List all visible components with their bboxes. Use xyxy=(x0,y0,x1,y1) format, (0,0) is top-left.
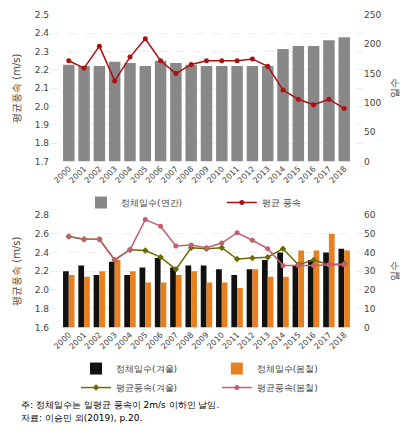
svg-text:2.5: 2.5 xyxy=(35,10,49,20)
svg-text:정체일수(연간): 정체일수(연간) xyxy=(121,198,182,208)
svg-text:40: 40 xyxy=(364,248,376,258)
svg-text:250: 250 xyxy=(364,10,381,20)
svg-text:2015: 2015 xyxy=(282,164,303,185)
svg-text:2014: 2014 xyxy=(266,164,287,185)
svg-text:2018: 2018 xyxy=(328,330,349,351)
svg-text:2009: 2009 xyxy=(190,164,211,185)
svg-text:100: 100 xyxy=(364,98,381,108)
svg-text:2.4: 2.4 xyxy=(35,248,50,258)
svg-text:2004: 2004 xyxy=(113,330,134,351)
svg-text:200: 200 xyxy=(364,39,381,49)
svg-text:2016: 2016 xyxy=(297,164,318,185)
svg-text:0: 0 xyxy=(364,157,370,167)
svg-text:2000: 2000 xyxy=(52,330,73,351)
svg-text:2001: 2001 xyxy=(68,330,89,351)
svg-text:2004: 2004 xyxy=(113,164,134,185)
svg-text:2002: 2002 xyxy=(83,164,104,185)
svg-text:평균풍속(겨울): 평균풍속(겨울) xyxy=(116,383,177,393)
svg-text:0: 0 xyxy=(364,323,370,333)
svg-text:2005: 2005 xyxy=(129,330,150,351)
svg-text:2003: 2003 xyxy=(98,330,119,351)
svg-text:2003: 2003 xyxy=(98,164,119,185)
svg-text:평균풍속 (m/s): 평균풍속 (m/s) xyxy=(11,53,22,122)
svg-text:2.6: 2.6 xyxy=(35,229,50,239)
svg-text:일수: 일수 xyxy=(389,261,400,281)
svg-text:2001: 2001 xyxy=(68,164,89,185)
svg-text:2007: 2007 xyxy=(159,330,180,351)
svg-text:평균풍속(봄철): 평균풍속(봄철) xyxy=(257,383,318,393)
svg-text:2009: 2009 xyxy=(190,330,211,351)
svg-text:2.8: 2.8 xyxy=(35,210,50,220)
svg-text:자료: 이승민 외(2019), p.20.: 자료: 이승민 외(2019), p.20. xyxy=(21,413,142,423)
svg-text:2.3: 2.3 xyxy=(35,47,49,57)
svg-text:2000: 2000 xyxy=(52,164,73,185)
svg-text:60: 60 xyxy=(364,210,376,220)
svg-text:1.7: 1.7 xyxy=(35,157,49,167)
svg-text:2.0: 2.0 xyxy=(35,285,50,295)
svg-text:20: 20 xyxy=(364,285,376,295)
svg-text:150: 150 xyxy=(364,69,381,79)
svg-text:일수: 일수 xyxy=(389,78,400,98)
svg-text:2011: 2011 xyxy=(221,330,242,351)
svg-text:2.1: 2.1 xyxy=(35,83,49,93)
svg-text:50: 50 xyxy=(364,127,376,137)
svg-text:평균풍속 (m/s): 평균풍속 (m/s) xyxy=(11,236,22,305)
svg-text:2006: 2006 xyxy=(144,164,165,185)
svg-text:2.0: 2.0 xyxy=(35,102,50,112)
svg-text:2016: 2016 xyxy=(297,330,318,351)
svg-text:2010: 2010 xyxy=(205,164,226,185)
svg-text:2006: 2006 xyxy=(144,330,165,351)
svg-text:2008: 2008 xyxy=(175,330,196,351)
svg-text:2012: 2012 xyxy=(236,330,257,351)
svg-text:10: 10 xyxy=(364,304,376,314)
svg-text:정체일수(겨울): 정체일수(겨울) xyxy=(116,364,177,374)
svg-text:50: 50 xyxy=(364,229,376,239)
svg-text:2007: 2007 xyxy=(159,164,180,185)
svg-text:2.2: 2.2 xyxy=(35,65,49,75)
svg-text:주: 정체일수는 일평균 풍속이 2m/s 이하인 날임.: 주: 정체일수는 일평균 풍속이 2m/s 이하인 날임. xyxy=(21,400,219,410)
svg-text:2017: 2017 xyxy=(312,330,333,351)
svg-text:2018: 2018 xyxy=(328,164,349,185)
svg-text:2017: 2017 xyxy=(312,164,333,185)
svg-text:1.6: 1.6 xyxy=(35,323,50,333)
svg-text:2013: 2013 xyxy=(251,330,272,351)
svg-text:2013: 2013 xyxy=(251,164,272,185)
svg-text:2.4: 2.4 xyxy=(35,28,50,38)
svg-text:2014: 2014 xyxy=(266,330,287,351)
svg-text:평균 풍속: 평균 풍속 xyxy=(262,198,301,208)
svg-text:2.2: 2.2 xyxy=(35,266,49,276)
svg-text:1.8: 1.8 xyxy=(35,138,50,148)
svg-text:2005: 2005 xyxy=(129,164,150,185)
svg-text:30: 30 xyxy=(364,266,376,276)
svg-text:2002: 2002 xyxy=(83,330,104,351)
svg-text:2008: 2008 xyxy=(175,164,196,185)
svg-text:2011: 2011 xyxy=(221,164,242,185)
svg-text:정체일수(봄철): 정체일수(봄철) xyxy=(257,364,318,374)
svg-text:1.9: 1.9 xyxy=(35,120,50,130)
svg-text:2015: 2015 xyxy=(282,330,303,351)
svg-text:1.8: 1.8 xyxy=(35,304,50,314)
svg-text:2010: 2010 xyxy=(205,330,226,351)
svg-text:2012: 2012 xyxy=(236,164,257,185)
